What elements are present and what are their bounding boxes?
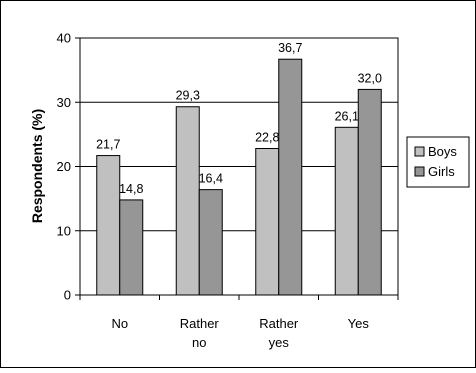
bar-girls-3 bbox=[357, 88, 382, 296]
bar-boys-1 bbox=[175, 106, 200, 296]
x-tick-label: No bbox=[111, 316, 128, 331]
data-label-girls-2: 36,7 bbox=[278, 41, 302, 55]
x-tick-label: no bbox=[192, 335, 206, 350]
legend-label-girls: Girls bbox=[428, 164, 455, 179]
tick-labels: 0 10 20 30 40 No Rather no Rather yes Yes bbox=[57, 31, 370, 351]
data-label-boys-1: 29,3 bbox=[176, 89, 200, 103]
plot-border bbox=[79, 37, 399, 296]
data-label-boys-0: 21,7 bbox=[96, 138, 120, 152]
legend-label-boys: Boys bbox=[428, 144, 457, 159]
data-label-girls-1: 16,4 bbox=[199, 172, 223, 186]
legend: Boys Girls bbox=[406, 136, 470, 188]
axes bbox=[75, 37, 399, 300]
legend-swatch-girls bbox=[414, 166, 425, 177]
data-label-boys-3: 26,1 bbox=[335, 109, 359, 123]
bar-girls-2 bbox=[278, 58, 303, 296]
y-tick-label: 20 bbox=[57, 159, 71, 174]
y-tick-label: 0 bbox=[64, 288, 71, 303]
bar-boys-0 bbox=[96, 155, 121, 296]
data-label-boys-2: 22,8 bbox=[255, 131, 279, 145]
bar-girls-1 bbox=[198, 189, 223, 296]
bar-boys-3 bbox=[334, 126, 359, 296]
bars bbox=[96, 58, 382, 296]
data-label-girls-3: 32,0 bbox=[358, 71, 382, 85]
x-tick-label: Yes bbox=[348, 316, 370, 331]
bar-boys-2 bbox=[255, 148, 280, 296]
y-tick-label: 30 bbox=[57, 95, 71, 110]
x-tick-label: Rather bbox=[180, 316, 220, 331]
legend-box bbox=[406, 136, 470, 188]
x-tick-label: yes bbox=[269, 335, 290, 350]
data-label-girls-0: 14,8 bbox=[119, 182, 143, 196]
data-labels: 21,7 14,8 29,3 16,4 22,8 36,7 26,1 32,0 bbox=[96, 41, 382, 196]
x-tick-label: Rather bbox=[259, 316, 299, 331]
y-tick-label: 40 bbox=[57, 31, 71, 46]
y-axis-title: Respondents (%) bbox=[29, 109, 45, 223]
legend-swatch-boys bbox=[414, 146, 425, 157]
y-tick-label: 10 bbox=[57, 223, 71, 238]
bar-girls-0 bbox=[119, 199, 144, 296]
